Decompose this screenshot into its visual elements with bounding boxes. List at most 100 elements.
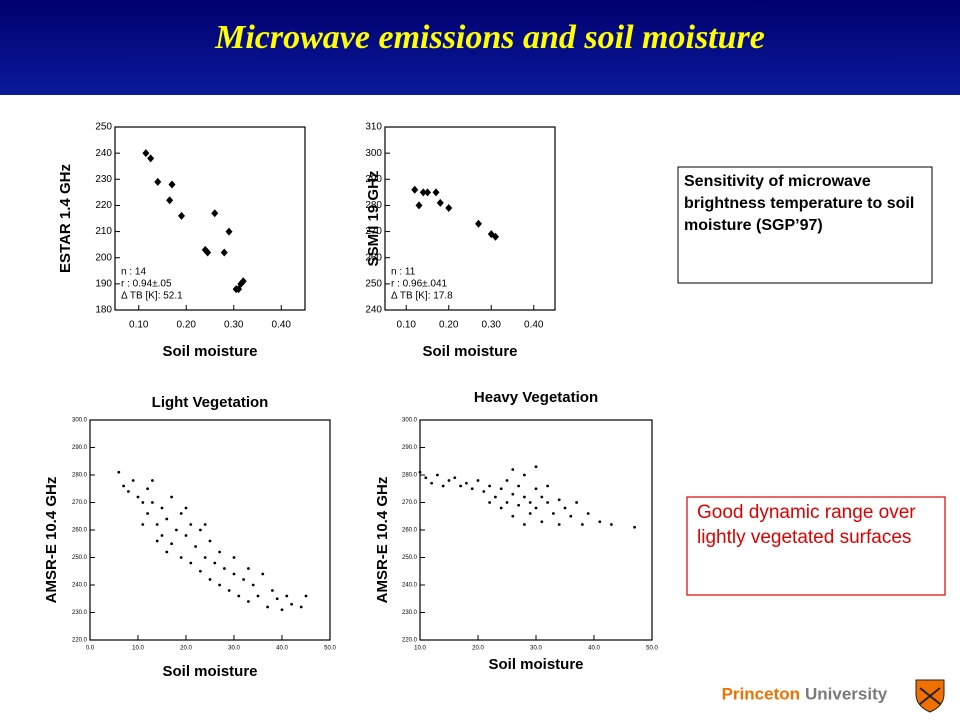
data-point [189, 523, 193, 526]
data-point [151, 479, 154, 482]
x-tick-label: 0.10 [129, 320, 149, 331]
data-point [155, 539, 159, 543]
data-point [523, 495, 526, 499]
x-axis-title: Soil moisture [162, 663, 257, 680]
data-point [154, 177, 162, 186]
data-point [546, 484, 549, 488]
y-tick-label: 270.0 [72, 500, 88, 506]
data-point [204, 248, 212, 257]
annotation: Δ TB [K]: 52.1 [121, 291, 183, 302]
y-tick-label: 300.0 [72, 418, 88, 424]
data-point [534, 487, 538, 491]
x-tick-label: 40.0 [276, 646, 288, 652]
data-point [232, 556, 236, 559]
data-point [225, 227, 233, 236]
data-point [175, 528, 178, 532]
brand-suffix: University [805, 684, 888, 703]
y-tick-label: 260 [365, 252, 382, 263]
y-tick-label: 290.0 [72, 445, 88, 451]
data-point [247, 567, 250, 570]
data-point [523, 523, 526, 526]
annotation: n : 14 [121, 267, 146, 278]
x-tick-label: 20.0 [472, 646, 484, 652]
annotation: n : 11 [391, 267, 416, 278]
data-point [290, 602, 293, 606]
data-point [285, 594, 289, 598]
data-point [534, 465, 538, 469]
data-point [220, 248, 228, 257]
y-tick-label: 200 [95, 252, 112, 263]
highlight-box [686, 496, 946, 596]
y-tick-label: 220 [95, 200, 112, 211]
y-tick-label: 290 [365, 174, 382, 185]
data-point [482, 490, 486, 493]
data-point [511, 492, 515, 496]
data-point [424, 188, 431, 197]
data-point [141, 523, 145, 526]
x-tick-label: 50.0 [324, 646, 336, 652]
y-tick-label: 220.0 [72, 638, 88, 644]
data-point [155, 523, 159, 526]
note-box [677, 166, 933, 284]
data-point [251, 583, 255, 587]
x-tick-label: 10.0 [414, 646, 426, 652]
y-tick-label: 190 [95, 278, 112, 289]
data-point [242, 578, 246, 581]
data-point [203, 523, 207, 526]
data-point [179, 556, 183, 559]
data-point [505, 479, 509, 482]
x-axis-title: Soil moisture [488, 656, 583, 673]
data-point [505, 501, 509, 504]
data-point [475, 219, 482, 228]
data-point [436, 473, 439, 477]
data-point [247, 600, 250, 603]
data-point [280, 608, 284, 612]
data-point [424, 476, 428, 480]
data-point [528, 501, 532, 504]
y-tick-label: 250 [95, 122, 112, 133]
data-point [517, 503, 520, 507]
data-point [126, 490, 130, 493]
data-point [131, 479, 135, 482]
y-tick-label: 280 [365, 200, 382, 211]
data-point [213, 561, 217, 565]
x-tick-label: 10.0 [132, 646, 144, 652]
x-tick-label: 0.0 [86, 646, 95, 652]
annotation: r : 0.96±.041 [391, 279, 448, 290]
data-point [610, 523, 613, 526]
data-point [552, 512, 555, 515]
x-tick-label: 0.10 [397, 320, 417, 331]
data-point [142, 149, 150, 158]
data-point [227, 589, 231, 592]
data-point [575, 501, 578, 504]
y-tick-label: 210 [95, 226, 112, 237]
x-tick-label: 30.0 [228, 646, 240, 652]
y-tick-label: 230.0 [402, 610, 418, 616]
data-point [633, 525, 636, 529]
y-tick-label: 240 [95, 148, 112, 159]
data-point [436, 198, 444, 207]
data-point [563, 506, 567, 510]
data-point [122, 484, 125, 488]
data-point [261, 572, 265, 576]
data-point [488, 484, 491, 488]
data-point [511, 468, 515, 471]
x-tick-label: 0.40 [272, 320, 292, 331]
data-point [415, 201, 423, 210]
data-point [419, 188, 427, 197]
plot-frame [384, 126, 556, 311]
slide-title: Microwave emissions and soil moisture [214, 19, 765, 56]
data-point [151, 501, 154, 504]
data-point [304, 594, 308, 598]
data-point [166, 196, 174, 205]
y-tick-label: 250.0 [402, 555, 418, 561]
highlight: Good dynamic range over lightly vegetate… [697, 502, 916, 548]
x-tick-label: 30.0 [530, 646, 542, 652]
data-point [569, 514, 573, 518]
y-tick-label: 230 [95, 174, 112, 185]
data-point [178, 211, 185, 220]
data-point [299, 605, 303, 609]
data-point [141, 501, 145, 504]
data-point [160, 534, 164, 537]
